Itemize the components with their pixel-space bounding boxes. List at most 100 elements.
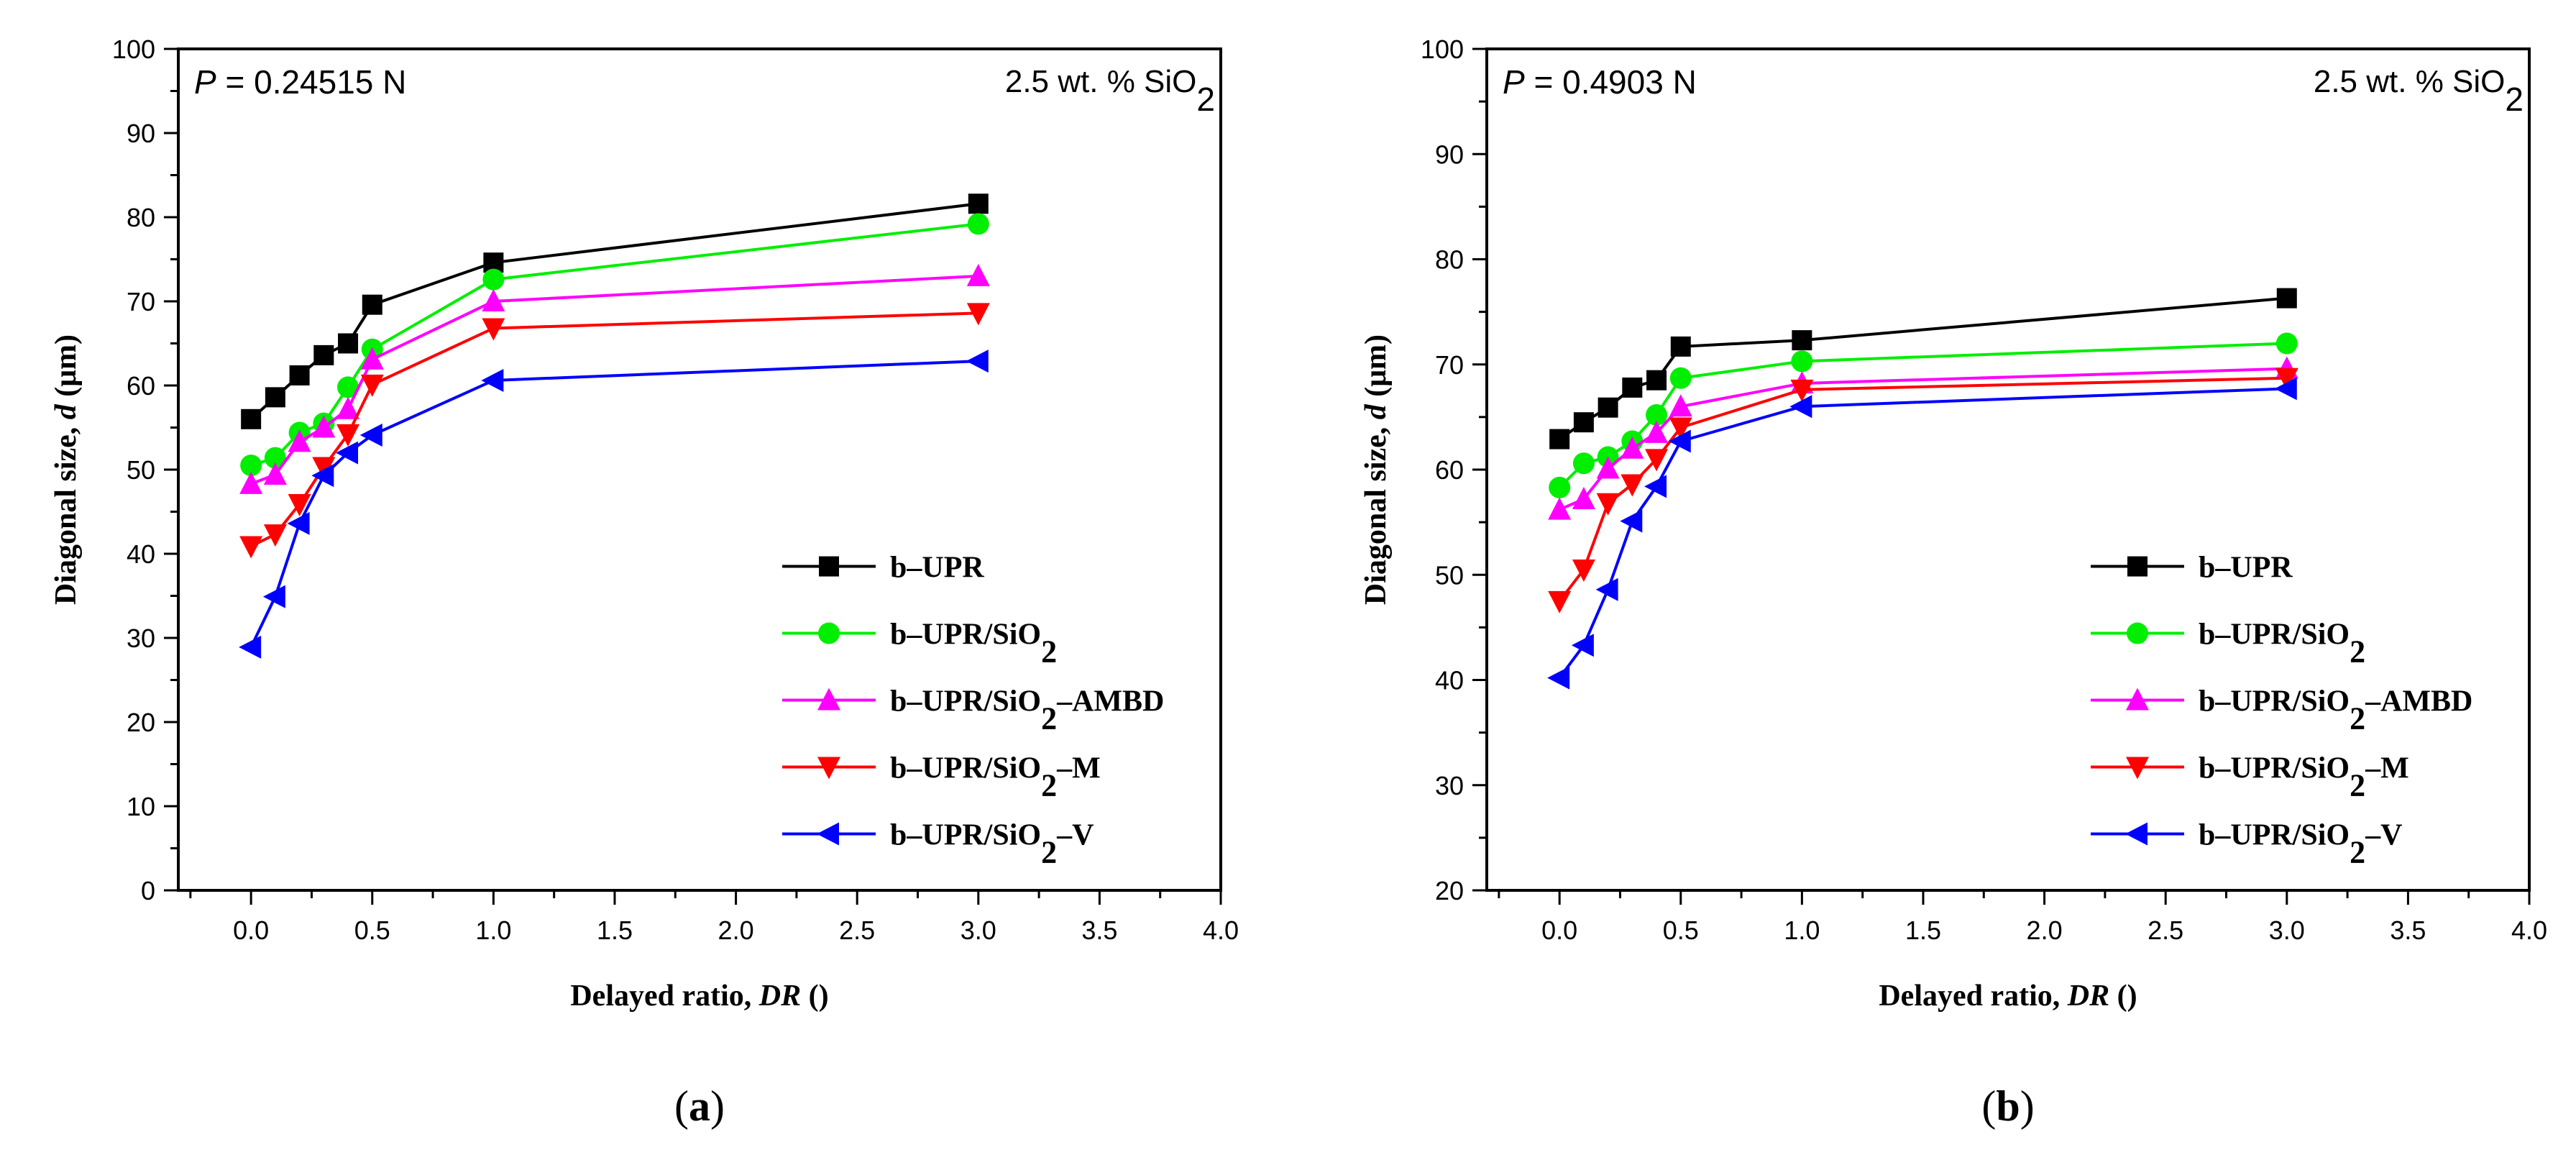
x-tick-label: 2.5	[839, 916, 875, 945]
series-b-upr-sio2	[1549, 332, 2298, 498]
y-tick-label: 100	[112, 35, 155, 64]
data-point	[1646, 370, 1667, 391]
y-tick-label: 40	[1435, 666, 1464, 695]
data-point	[966, 350, 989, 373]
series-b-upr	[1549, 288, 2297, 449]
data-point	[362, 294, 382, 315]
series-b-upr-sio2-m	[1548, 368, 2298, 613]
legend-marker	[2125, 822, 2148, 846]
series-line	[250, 222, 979, 467]
x-tick-label: 3.0	[961, 916, 996, 945]
legend-marker	[2126, 688, 2149, 711]
data-point	[1548, 590, 1572, 613]
data-point	[2275, 332, 2298, 355]
data-point	[313, 344, 334, 365]
data-point	[264, 447, 286, 469]
x-tick-label: 2.5	[2148, 916, 2183, 945]
data-point	[1573, 412, 1594, 433]
x-tick-label: 1.0	[475, 916, 511, 945]
x-tick-label: 1.0	[1784, 916, 1820, 945]
data-point	[1646, 403, 1668, 426]
y-tick-label: 20	[1435, 876, 1464, 905]
data-point	[360, 374, 384, 397]
legend-label: b–UPR/SiO2–M	[890, 752, 1101, 803]
data-point	[241, 408, 262, 429]
x-tick-label: 1.5	[597, 916, 633, 945]
legend-marker	[818, 622, 840, 644]
series-line	[1559, 367, 2287, 511]
load-annotation: P = 0.24515 N	[194, 63, 406, 101]
x-tick-label: 3.5	[1081, 916, 1117, 945]
x-tick-label: 2.0	[718, 916, 754, 945]
data-point	[1670, 336, 1691, 357]
data-point	[966, 303, 990, 326]
y-axis-label: Diagonal size, d (μm)	[50, 334, 83, 605]
series-b-upr-sio2-v	[1547, 377, 2297, 690]
legend-marker	[817, 757, 840, 780]
data-point	[482, 289, 505, 311]
series-b-upr-sio2-v	[239, 350, 989, 659]
data-point	[1595, 578, 1618, 601]
data-point	[1669, 367, 1692, 389]
legend-marker	[2127, 556, 2148, 577]
x-tick-label: 1.5	[1905, 916, 1941, 945]
data-point	[2276, 288, 2297, 309]
legend-label: b–UPR/SiO2–V	[2199, 819, 2402, 870]
y-tick-label: 30	[127, 624, 155, 653]
legend-label: b–UPR/SiO2	[2199, 618, 2365, 670]
data-point	[239, 471, 263, 494]
data-point	[360, 347, 384, 370]
y-tick-label: 60	[1435, 455, 1464, 485]
data-point	[966, 263, 990, 286]
legend-marker	[817, 822, 839, 846]
data-point	[1791, 350, 1813, 373]
x-tick-label: 0.0	[233, 916, 269, 945]
data-point	[1572, 486, 1595, 509]
y-tick-label: 90	[127, 119, 155, 148]
data-point	[1571, 634, 1594, 657]
y-tick-label: 30	[1435, 771, 1464, 800]
load-annotation: P = 0.4903 N	[1503, 63, 1697, 101]
data-point	[359, 424, 382, 447]
data-point	[1669, 394, 1692, 417]
data-point	[311, 464, 334, 488]
legend-label: b–UPR	[890, 552, 984, 585]
data-point	[1549, 429, 1570, 449]
legend-marker	[2126, 757, 2149, 780]
data-point	[1596, 456, 1620, 479]
series-line	[1558, 376, 2287, 603]
data-point	[239, 635, 262, 659]
x-tick-label: 0.5	[354, 916, 390, 945]
legend-marker	[819, 556, 839, 577]
y-tick-label: 0	[141, 876, 155, 905]
y-tick-label: 90	[1435, 140, 1464, 169]
series-line	[250, 274, 978, 485]
legend-label: b–UPR/SiO2–V	[890, 819, 1094, 870]
panel-label: (b)	[1981, 1082, 2034, 1130]
y-tick-label: 80	[1435, 245, 1464, 275]
chart-panel-a: 0.0 0.5 1.0 1.5 2.0 2.5 3.0 3.5 4.0 0 10 20 30 40 50 60…	[50, 35, 1239, 1130]
data-point	[287, 511, 310, 535]
data-point	[336, 396, 360, 419]
y-tick-label: 80	[127, 203, 155, 232]
data-point	[1645, 449, 1669, 472]
data-point	[1622, 377, 1643, 398]
data-point	[289, 365, 310, 385]
series-b-upr-sio2-m	[239, 303, 990, 559]
x-axis-label: Delayed ratio, DR ()	[570, 980, 828, 1013]
data-point	[288, 429, 311, 452]
y-tick-label: 50	[127, 455, 155, 485]
data-point	[1572, 452, 1595, 475]
legend-label: b–UPR/SiO2–AMBD	[890, 685, 1164, 736]
data-point	[1598, 397, 1618, 418]
x-tick-label: 3.5	[2390, 916, 2426, 945]
data-point	[1621, 474, 1644, 497]
legend-label: b–UPR	[2199, 552, 2293, 585]
data-point	[337, 376, 359, 398]
y-tick-label: 50	[1435, 560, 1464, 590]
legend-label: b–UPR/SiO2–M	[2199, 752, 2409, 803]
data-point	[288, 493, 311, 516]
x-tick-label: 2.0	[2027, 916, 2063, 945]
x-tick-label: 4.0	[2511, 916, 2547, 945]
